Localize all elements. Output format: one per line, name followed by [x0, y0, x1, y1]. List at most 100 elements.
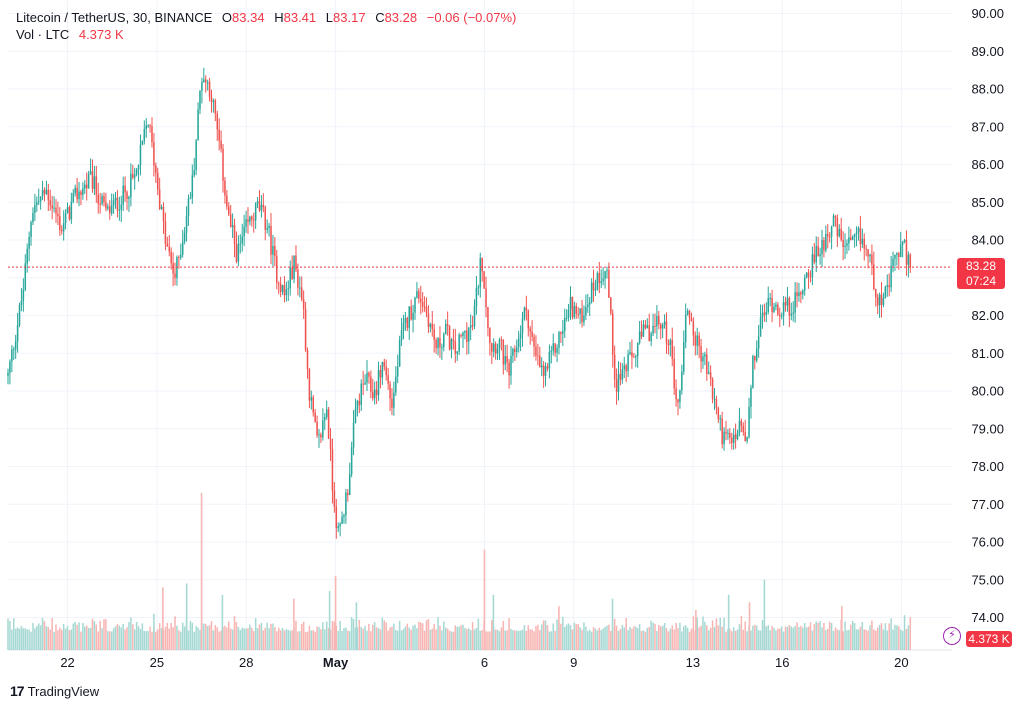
volume-bar [723, 617, 725, 650]
candle-body [325, 409, 328, 418]
volume-bar [898, 626, 900, 650]
volume-bar [755, 625, 758, 650]
candle-body [145, 125, 147, 130]
candle-body [869, 254, 871, 257]
time-axis[interactable]: 22 25 28 May 6 9 13 16 20 [60, 655, 908, 670]
candle-body [752, 355, 754, 388]
candle-body [838, 228, 841, 237]
candle-body [861, 238, 864, 245]
volume-bar [441, 630, 443, 650]
candle-body [740, 420, 743, 427]
time-tick-label: 28 [239, 655, 253, 670]
candle-body [694, 335, 697, 346]
lightning-icon[interactable]: ⚡ [943, 627, 961, 645]
volume-bar [410, 629, 412, 650]
volume-bar [139, 628, 142, 650]
candle-body [581, 308, 583, 323]
volume-bar [608, 624, 610, 650]
candle-body [149, 125, 151, 127]
volume-legend[interactable]: Vol · LTC 4.373 K [16, 27, 124, 42]
volume-bar [193, 631, 195, 651]
candle-body [59, 216, 61, 231]
volume-bar [37, 623, 40, 650]
candle-body [823, 240, 825, 251]
tradingview-brand[interactable]: 17 TradingView [10, 683, 99, 699]
tradingview-logo: 17 [10, 683, 25, 699]
candle-body [335, 506, 338, 529]
candle-body [345, 492, 347, 516]
volume-spike [328, 591, 331, 650]
candle-body [389, 383, 391, 399]
volume-bar [95, 624, 98, 650]
volume-bar [836, 629, 839, 650]
candle-body [562, 330, 564, 334]
volume-bar [443, 621, 445, 650]
volume-bar [203, 623, 205, 650]
volume-bar [427, 619, 430, 650]
volume-bar [348, 631, 351, 650]
time-tick-label: 13 [686, 655, 700, 670]
candle-body [579, 308, 581, 315]
candle-body [419, 298, 422, 302]
volume-bar [642, 630, 645, 650]
candle-body [279, 283, 282, 292]
symbol-legend[interactable]: Litecoin / TetherUS, 30, BINANCE O83.34 … [16, 10, 516, 25]
price-tick-label: 90.00 [971, 6, 1004, 21]
candle-body [809, 276, 812, 278]
candle-body [139, 144, 142, 166]
candle-body [588, 302, 591, 305]
candle-body [101, 195, 103, 205]
candle-body [287, 288, 290, 290]
candle-body [642, 324, 645, 337]
volume-bar [761, 620, 764, 650]
price-axis[interactable]: 90.0089.0088.0087.0086.0085.0084.0083.00… [971, 6, 1004, 625]
candle-body [76, 187, 78, 200]
volume-bar [74, 621, 76, 650]
candle-body [604, 271, 606, 279]
candle-body [560, 332, 562, 334]
candle-body [673, 358, 675, 389]
volume-bar [22, 628, 25, 650]
volume-bar [850, 624, 852, 650]
candle-body [727, 432, 729, 434]
volume-bar [600, 630, 602, 650]
volume-bar [233, 615, 236, 650]
volume-bar [195, 626, 197, 650]
candle-body [826, 233, 829, 237]
volume-bar [752, 625, 754, 650]
volume-bar [36, 626, 38, 650]
candle-body [276, 256, 278, 283]
candle-body [377, 370, 380, 396]
volume-bar [857, 629, 860, 650]
volume-bar [588, 629, 591, 650]
candle-body [658, 316, 660, 325]
volume-bar [523, 625, 526, 650]
volume-bar [281, 627, 284, 650]
candle-body [525, 307, 528, 311]
price-tick-label: 77.00 [971, 497, 1004, 512]
candle-body [500, 339, 503, 341]
candle-body [629, 352, 631, 355]
volume-bar [252, 631, 255, 650]
candle-body [341, 516, 343, 524]
volume-bar [431, 628, 434, 650]
volume-spike [355, 602, 358, 650]
candle-body [454, 341, 457, 354]
volume-bar [59, 627, 61, 650]
volume-bar [485, 631, 487, 650]
candle-body [156, 172, 159, 190]
volume-bar [798, 627, 800, 650]
volume-bar [742, 629, 745, 650]
candle-body [769, 297, 771, 299]
candle-body [489, 327, 491, 344]
candle-body [130, 173, 132, 197]
candle-body [379, 370, 382, 378]
volume-spike [763, 579, 766, 650]
candle-body [302, 299, 305, 310]
volume-bar [512, 630, 514, 650]
candle-body [93, 176, 96, 189]
volume-bar [821, 627, 823, 650]
candle-body [467, 327, 470, 342]
candle-body [636, 342, 639, 357]
